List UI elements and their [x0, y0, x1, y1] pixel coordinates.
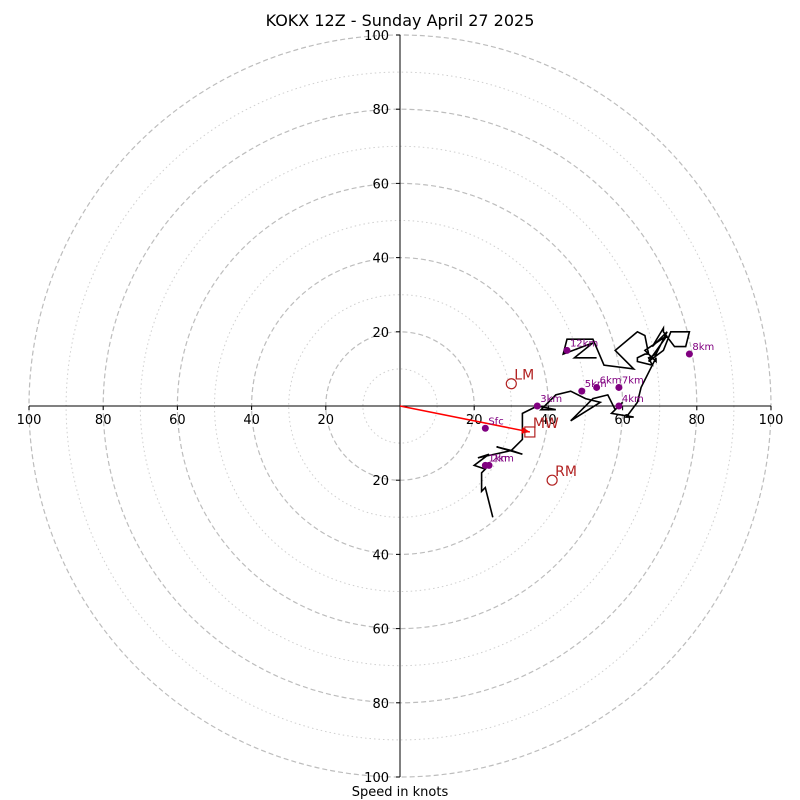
storm-motion-square	[524, 426, 536, 438]
y-tick-label: 20	[372, 326, 389, 341]
height-marker-label: 4km	[622, 394, 644, 405]
storm-motion-circle	[505, 378, 517, 390]
storm-motion-label: LM	[514, 368, 534, 384]
x-tick-label: 100	[759, 413, 784, 428]
height-marker-dot	[481, 424, 489, 432]
height-marker-dot	[578, 387, 586, 395]
y-tick-label: 60	[372, 623, 389, 638]
height-marker-label: 12km	[570, 338, 598, 349]
y-tick-label: 60	[372, 177, 389, 192]
hodograph-trace	[472, 325, 691, 518]
x-tick-label: 40	[540, 413, 557, 428]
height-marker-label: 6km	[600, 375, 622, 386]
height-markers: Sfc1km2km3km4km5km6km7km8km12km	[481, 338, 714, 469]
height-marker-dot	[615, 383, 623, 391]
storm-motion-markers: LM MW RM	[505, 368, 577, 486]
y-tick-label: 80	[372, 697, 389, 712]
x-tick-label: 100	[17, 413, 42, 428]
y-tick-label: 100	[364, 771, 389, 786]
storm-motion-label: RM	[555, 464, 577, 480]
height-marker-label: 3km	[540, 394, 562, 405]
height-marker-dot	[593, 383, 601, 391]
y-tick-label: 40	[372, 548, 389, 563]
height-marker-dot	[533, 402, 541, 410]
hodograph-line	[472, 325, 691, 518]
height-marker-label: 2km	[492, 453, 514, 464]
height-marker-label: 1km	[488, 453, 510, 464]
storm-motion-circle	[546, 474, 558, 486]
height-marker-label: Sfc	[488, 416, 503, 427]
x-tick-label: 40	[243, 413, 260, 428]
tick-labels: 1008060402020406080100100806040202040608…	[17, 29, 784, 786]
height-marker-dot	[563, 346, 571, 354]
x-axis-title: Speed in knots	[352, 785, 449, 800]
height-marker-dot	[615, 402, 623, 410]
shear-vector	[399, 405, 530, 434]
storm-motion-label: MW	[533, 416, 559, 432]
height-marker-label: 7km	[622, 375, 644, 386]
x-tick-label: 80	[689, 413, 706, 428]
chart-title: KOKX 12Z - Sunday April 27 2025	[266, 11, 535, 30]
x-tick-label: 80	[95, 413, 112, 428]
x-tick-label: 60	[169, 413, 186, 428]
y-tick-label: 40	[372, 252, 389, 267]
shear-vector-line	[399, 405, 530, 433]
y-tick-label: 100	[364, 29, 389, 44]
shear-vector-arrowhead	[521, 427, 530, 434]
x-tick-label: 20	[318, 413, 335, 428]
height-marker-dot	[485, 461, 493, 469]
height-marker-label: 8km	[692, 342, 714, 353]
y-tick-label: 20	[372, 474, 389, 489]
height-marker-dot	[685, 350, 693, 358]
y-tick-label: 80	[372, 103, 389, 118]
